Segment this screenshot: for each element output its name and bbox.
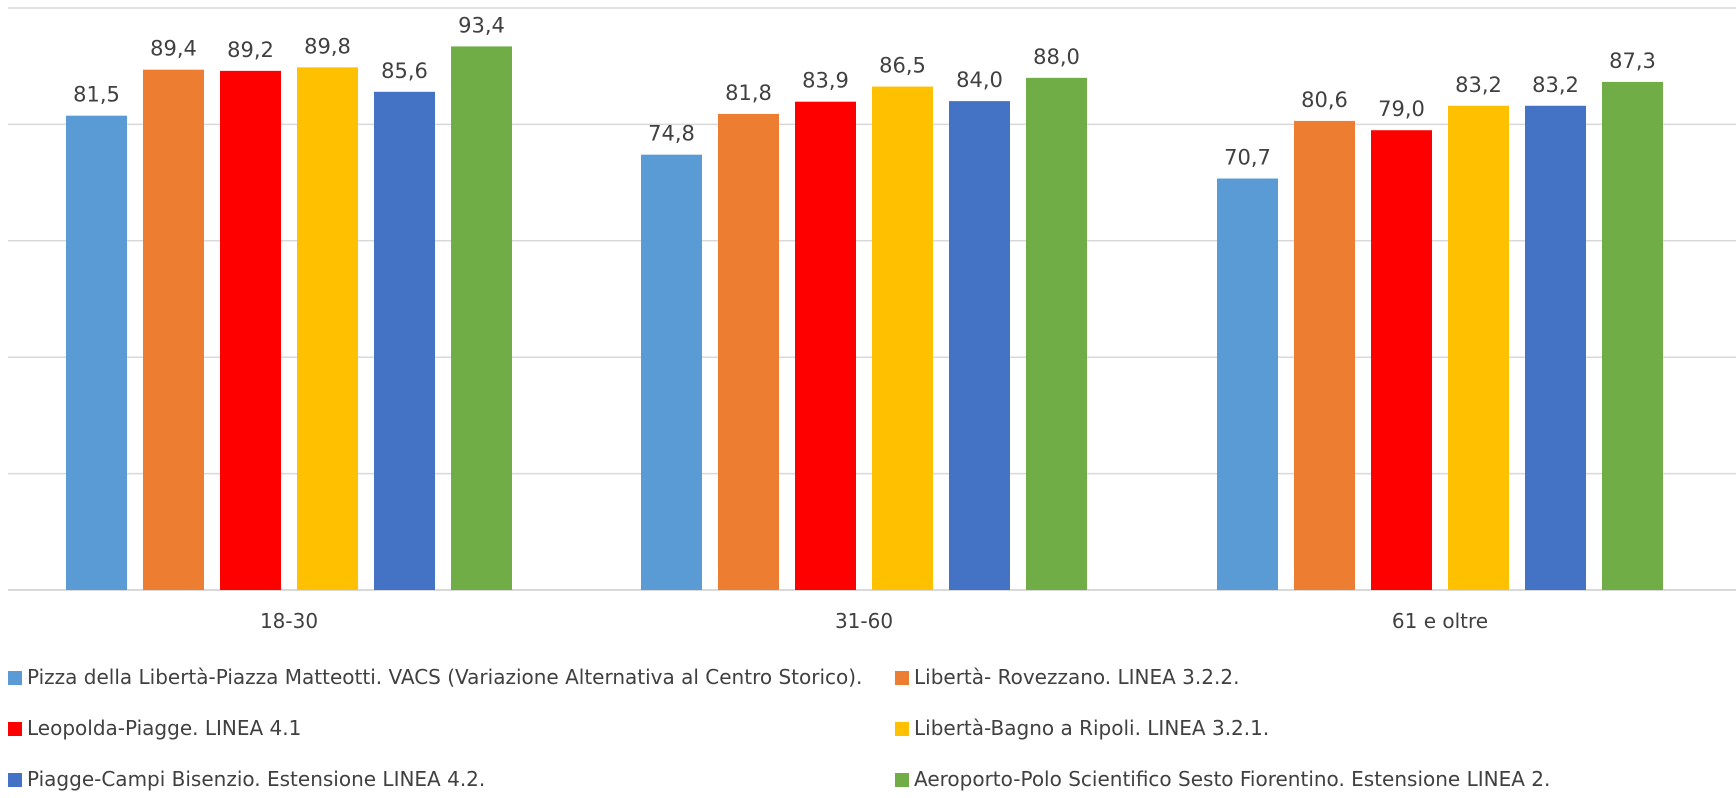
- bar-series-6-31-60: [1026, 77, 1087, 591]
- bar-series-5-18-30: [374, 91, 435, 591]
- legend-swatch: [8, 671, 22, 685]
- legend-item-label: Piagge-Campi Bisenzio. Estensione LINEA …: [27, 767, 485, 791]
- data-label: 88,0: [1033, 45, 1080, 69]
- bar-series-3-18-30: [220, 70, 281, 590]
- category-labels: 18-30 31-60 61 e oltre: [260, 609, 1488, 633]
- data-label: 89,8: [304, 34, 351, 58]
- bar-series-5-61-e-oltre: [1525, 105, 1586, 590]
- data-label: 86,5: [879, 54, 926, 78]
- data-label: 70,7: [1224, 146, 1271, 170]
- bar-series-6-61-e-oltre: [1602, 81, 1663, 590]
- bar-series-2-18-30: [143, 69, 204, 590]
- data-label: 81,8: [725, 81, 772, 105]
- data-label: 89,2: [227, 38, 274, 62]
- legend-item-label: Leopolda-Piagge. LINEA 4.1: [27, 716, 301, 740]
- bar-series-1-31-60: [641, 154, 702, 590]
- legend-item-label: Aeroporto-Polo Scientifico Sesto Fiorent…: [914, 767, 1550, 791]
- category-label: 18-30: [260, 609, 318, 633]
- legend-swatch: [895, 671, 909, 685]
- data-label: 93,4: [458, 13, 505, 37]
- bar-series-4-31-60: [872, 86, 933, 590]
- data-label: 74,8: [648, 122, 695, 146]
- category-label: 61 e oltre: [1392, 609, 1488, 633]
- bar-series-1-61-e-oltre: [1217, 178, 1278, 590]
- bar-series-1-18-30: [66, 115, 127, 591]
- bar-series-2-31-60: [718, 113, 779, 590]
- data-label: 87,3: [1609, 49, 1656, 73]
- data-label: 89,4: [150, 37, 197, 61]
- bar-series-3-31-60: [795, 101, 856, 591]
- legend-item-label: Pizza della Libertà-Piazza Matteotti. VA…: [27, 665, 862, 689]
- category-label: 31-60: [835, 609, 893, 633]
- data-labels: 81,5 74,8 70,7 89,4 81,8 80,6 89,2 83,9 79,0 89,8…: [73, 13, 1656, 169]
- legend-swatch: [8, 773, 22, 787]
- data-label: 81,5: [73, 83, 120, 107]
- legend-item-label: Libertà-Bagno a Ripoli. LINEA 3.2.1.: [914, 716, 1269, 740]
- legend-item-label: Libertà- Rovezzano. LINEA 3.2.2.: [914, 665, 1239, 689]
- bar-series-4-61-e-oltre: [1448, 105, 1509, 590]
- data-label: 80,6: [1301, 88, 1348, 112]
- legend-swatch: [895, 722, 909, 736]
- legend: Pizza della Libertà-Piazza Matteotti. VA…: [8, 665, 1550, 791]
- bar-series-2-61-e-oltre: [1294, 120, 1355, 591]
- data-label: 85,6: [381, 59, 428, 83]
- legend-swatch: [895, 773, 909, 787]
- bar-series-4-18-30: [297, 67, 358, 590]
- data-label: 84,0: [956, 68, 1003, 92]
- data-label: 83,2: [1455, 73, 1502, 97]
- data-label: 83,9: [802, 69, 849, 93]
- bars: [66, 46, 1663, 591]
- data-label: 83,2: [1532, 73, 1579, 97]
- bar-series-3-61-e-oltre: [1371, 130, 1432, 590]
- bar-series-6-18-30: [451, 46, 512, 591]
- bar-series-5-31-60: [949, 101, 1010, 591]
- legend-swatch: [8, 722, 22, 736]
- data-label: 79,0: [1378, 97, 1425, 121]
